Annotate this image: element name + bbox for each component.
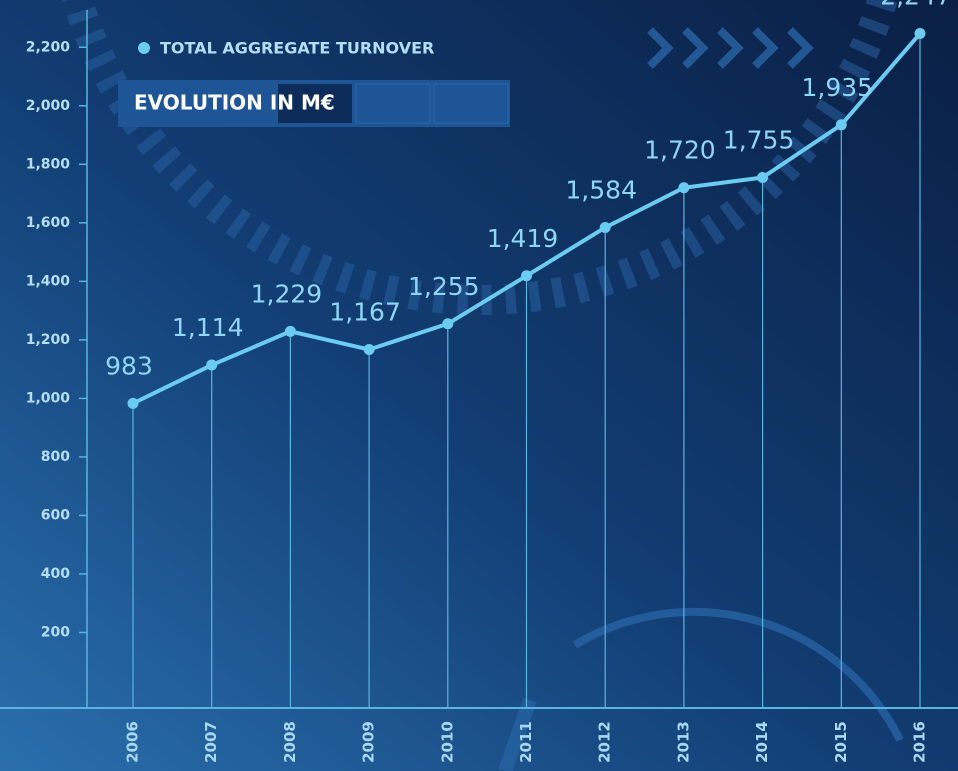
data-label: 1,114	[172, 313, 244, 342]
x-tick-label: 2006	[124, 721, 142, 763]
x-tick-label: 2015	[832, 721, 850, 763]
x-tick-label: 2016	[911, 721, 929, 763]
title-box-cell	[355, 83, 431, 124]
chart-title: EVOLUTION IN M€	[134, 91, 335, 115]
data-point	[521, 270, 532, 282]
y-tick-label: 1,600	[26, 215, 71, 231]
x-tick-label: 2013	[674, 721, 692, 763]
y-tick-label: 2,000	[26, 98, 71, 114]
y-tick-label: 800	[41, 449, 70, 465]
data-point	[599, 222, 611, 234]
data-point	[757, 171, 769, 183]
data-point	[363, 344, 375, 356]
data-label: 1,584	[565, 176, 637, 205]
y-tick-label: 200	[41, 624, 70, 640]
y-tick-label: 1,400	[26, 273, 71, 289]
data-label: 1,935	[802, 73, 874, 102]
data-label: 1,167	[329, 298, 401, 327]
data-point	[914, 28, 926, 40]
y-tick-label: 400	[41, 566, 70, 582]
data-label: 1,419	[487, 224, 559, 253]
x-tick-label: 2011	[517, 721, 535, 763]
y-tick-label: 1,800	[26, 156, 71, 172]
legend-marker	[138, 42, 150, 54]
y-tick-label: 1,000	[26, 390, 71, 406]
data-label: 2,247	[880, 0, 952, 11]
data-point	[442, 318, 454, 330]
y-tick-label: 2,200	[26, 39, 71, 55]
data-point	[678, 182, 690, 194]
data-point	[835, 119, 847, 131]
decoration	[61, 0, 904, 771]
legend-label: TOTAL AGGREGATE TURNOVER	[160, 39, 434, 58]
data-point	[206, 359, 218, 371]
title-box-cell	[433, 83, 509, 124]
data-point	[127, 397, 139, 409]
x-tick-label: 2008	[281, 721, 299, 763]
data-point	[284, 325, 296, 337]
title-box-cell	[278, 84, 352, 123]
x-tick-label: 2014	[753, 721, 771, 763]
y-tick-label: 600	[41, 507, 70, 523]
data-label: 1,755	[723, 125, 795, 154]
x-tick-label: 2009	[360, 721, 378, 763]
data-label: 1,255	[408, 272, 480, 301]
data-label: 1,720	[644, 136, 716, 165]
x-tick-label: 2012	[596, 721, 614, 763]
x-tick-label: 2010	[438, 721, 456, 763]
data-label: 1,229	[251, 279, 323, 308]
x-tick-label: 2007	[202, 721, 220, 763]
y-tick-label: 1,200	[26, 332, 71, 348]
data-label: 983	[105, 351, 153, 380]
